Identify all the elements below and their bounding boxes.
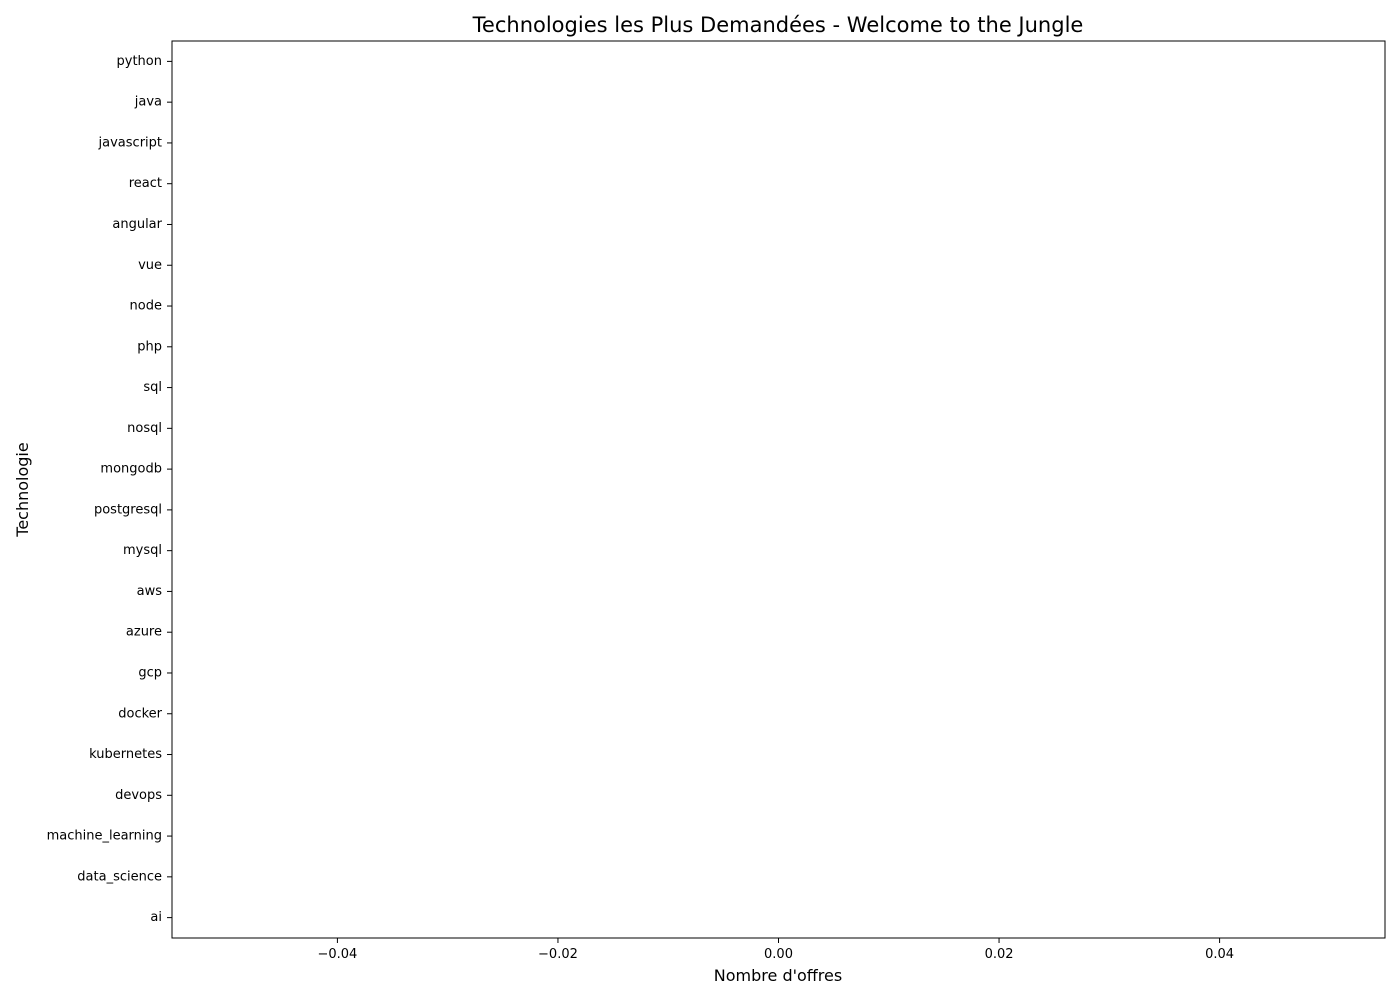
x-axis: −0.04 −0.02 0.00 0.02 0.04: [317, 938, 1234, 962]
y-tick-label: python: [117, 54, 162, 69]
x-axis-label: Nombre d'offres: [714, 966, 842, 985]
y-tick-label: data_science: [77, 869, 162, 884]
y-tick-label: azure: [126, 625, 162, 640]
y-axis-label: Technologie: [13, 442, 32, 537]
y-tick-label: ai: [150, 910, 162, 925]
plot-frame: [171, 40, 1386, 939]
y-tick-label: sql: [143, 380, 162, 395]
y-tick-label: javascript: [98, 135, 162, 150]
y-tick-label: vue: [138, 258, 162, 273]
chart-title: Technologies les Plus Demandées - Welcom…: [472, 13, 1084, 37]
y-tick-label: docker: [118, 706, 162, 721]
x-tick-label: −0.04: [317, 947, 357, 962]
y-tick-label: mysql: [123, 543, 162, 558]
x-tick-label: 0.04: [1205, 947, 1234, 962]
y-tick-label: react: [129, 176, 162, 191]
y-tick-label: devops: [115, 788, 162, 803]
y-tick-label: mongodb: [100, 462, 162, 477]
y-tick-label: gcp: [138, 665, 162, 680]
y-tick-label: java: [134, 95, 162, 110]
y-tick-label: nosql: [127, 421, 162, 436]
y-tick-label: node: [130, 299, 162, 314]
y-axis: python java javascript react angular vue node p…: [47, 54, 172, 925]
y-tick-label: angular: [112, 217, 162, 232]
x-tick-label: 0.00: [764, 947, 793, 962]
y-tick-label: aws: [137, 584, 163, 599]
x-tick-label: 0.02: [985, 947, 1014, 962]
y-tick-label: postgresql: [94, 502, 162, 517]
y-tick-label: php: [137, 339, 162, 354]
y-tick-label: machine_learning: [47, 829, 162, 844]
x-tick-label: −0.02: [538, 947, 578, 962]
y-tick-label: kubernetes: [89, 747, 162, 762]
